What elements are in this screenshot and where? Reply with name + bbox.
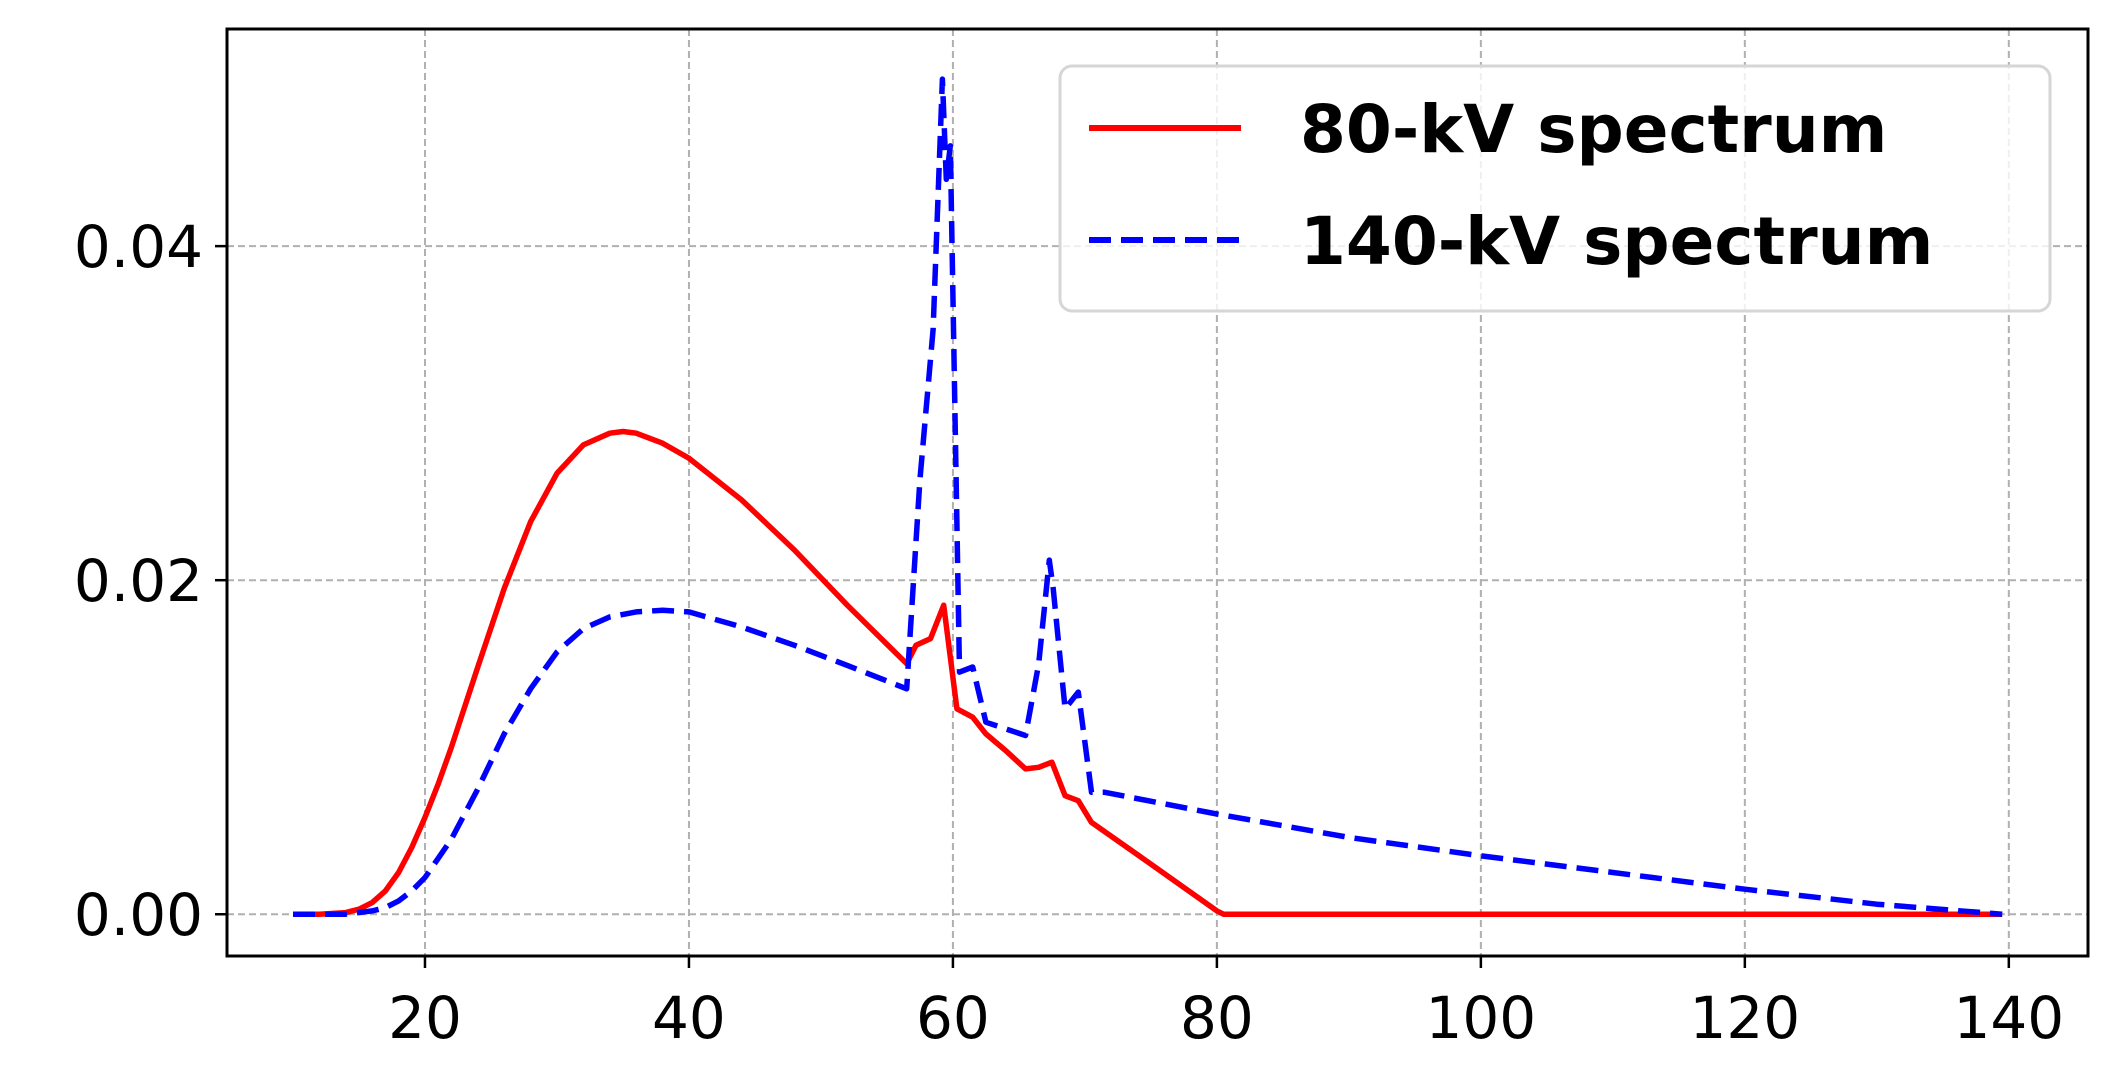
- x-tick-labels: 20 40 60 80 100 120 140: [388, 984, 2064, 1052]
- legend-label-80kv: 80-kV spectrum: [1300, 91, 1887, 168]
- x-tick-label: 80: [1180, 984, 1254, 1052]
- plot-frame: [225, 27, 2090, 958]
- y-tick-labels: 0.00 0.02 0.04: [74, 213, 203, 949]
- x-tick-label: 40: [652, 984, 726, 1052]
- series-lines: [293, 76, 2003, 917]
- series-line-80-kv-spectrum: [293, 428, 2003, 917]
- axis-ticks: [215, 244, 2011, 968]
- legend: 80-kV spectrum 140-kV spectrum: [1058, 64, 2052, 313]
- x-tick-label: 120: [1689, 984, 1800, 1052]
- legend-label-140kv: 140-kV spectrum: [1300, 203, 1933, 280]
- legend-box: [1058, 64, 2052, 313]
- y-tick-label: 0.00: [74, 881, 203, 949]
- x-tick-label: 140: [1953, 984, 2064, 1052]
- x-tick-label: 20: [388, 984, 462, 1052]
- x-tick-label: 60: [916, 984, 990, 1052]
- y-tick-label: 0.02: [74, 547, 203, 615]
- y-tick-label: 0.04: [74, 213, 203, 281]
- x-tick-label: 100: [1426, 984, 1537, 1052]
- series-line-140-kv-spectrum: [293, 76, 2003, 917]
